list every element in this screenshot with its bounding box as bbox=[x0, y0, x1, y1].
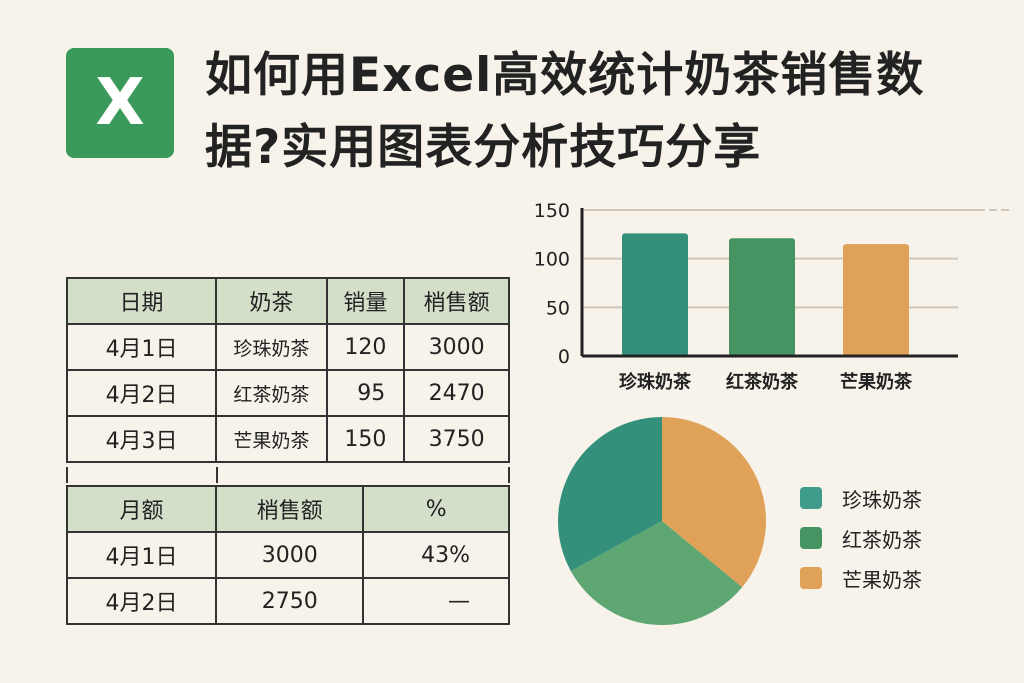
pie-slice bbox=[558, 416, 662, 572]
header-cell: 月额 bbox=[65, 485, 218, 533]
cell: 3000 bbox=[403, 323, 510, 371]
legend-swatch bbox=[800, 527, 822, 549]
page-title: 如何用Excel高效统计奶茶销售数据?实用图表分析技巧分享 bbox=[205, 48, 925, 175]
x-tick-label: 红茶奶茶 bbox=[726, 371, 799, 393]
table-row: 4月3日 芒果奶茶 150 3750 bbox=[65, 415, 510, 463]
pie-slice bbox=[570, 521, 743, 625]
cell: 2750 bbox=[215, 577, 365, 625]
bar bbox=[843, 244, 909, 356]
cell: 4月1日 bbox=[65, 323, 218, 371]
cell: 4月2日 bbox=[65, 369, 218, 417]
header-cell: 奶茶 bbox=[215, 277, 328, 325]
table-row: 4月1日 珍珠奶茶 120 3000 bbox=[65, 323, 510, 371]
pie-legend: 珍珠奶茶 红茶奶茶 芒果奶茶 bbox=[800, 478, 922, 598]
x-tick-label: 芒果奶茶 bbox=[840, 371, 913, 393]
cell: 4月2日 bbox=[65, 577, 218, 625]
table-row: 4月2日 红茶奶茶 95 2470 bbox=[65, 369, 510, 417]
cell: 红茶奶茶 bbox=[215, 369, 328, 417]
cell: 120 bbox=[325, 323, 406, 371]
excel-logo-icon: X bbox=[66, 48, 174, 158]
cell: 2470 bbox=[403, 369, 510, 417]
header-cell: 梢售额 bbox=[403, 277, 510, 325]
bar bbox=[729, 238, 795, 356]
header-cell: % bbox=[362, 485, 510, 533]
y-tick-label: 100 bbox=[534, 249, 570, 271]
cell: 3000 bbox=[215, 531, 365, 579]
sales-table: 日期 奶茶 销量 梢售额 4月1日 珍珠奶茶 120 3000 4月2日 红茶奶… bbox=[65, 277, 510, 463]
table-row: 4月2日 2750 — bbox=[65, 577, 510, 625]
cell: 珍珠奶茶 bbox=[215, 323, 328, 371]
legend-swatch bbox=[800, 567, 822, 589]
legend-item: 红茶奶茶 bbox=[800, 518, 922, 558]
cell: 95 bbox=[325, 369, 406, 417]
cell: 4月3日 bbox=[65, 415, 218, 463]
bar bbox=[622, 233, 688, 356]
cell: 3750 bbox=[403, 415, 510, 463]
legend-item: 珍珠奶茶 bbox=[800, 478, 922, 518]
table-spacer bbox=[66, 467, 510, 483]
cell: 芒果奶茶 bbox=[215, 415, 328, 463]
cell: 4月1日 bbox=[65, 531, 218, 579]
cell: 43% bbox=[362, 531, 510, 579]
y-tick-label: 0 bbox=[558, 346, 570, 368]
legend-swatch bbox=[800, 487, 822, 509]
table-header-row: 月额 梢售额 % bbox=[65, 485, 510, 533]
header-cell: 梢售额 bbox=[215, 485, 365, 533]
header-cell: 日期 bbox=[65, 277, 218, 325]
header-cell: 销量 bbox=[325, 277, 406, 325]
summary-table: 月额 梢售额 % 4月1日 3000 43% 4月2日 2750 — bbox=[65, 485, 510, 625]
table-row: 4月1日 3000 43% bbox=[65, 531, 510, 579]
x-tick-label: 珍珠奶茶 bbox=[619, 371, 692, 393]
legend-item: 芒果奶茶 bbox=[800, 558, 922, 598]
y-tick-label: 50 bbox=[546, 297, 570, 319]
table-header-row: 日期 奶茶 销量 梢售额 bbox=[65, 277, 510, 325]
cell: — bbox=[362, 577, 510, 625]
cell: 150 bbox=[325, 415, 406, 463]
y-tick-label: 150 bbox=[534, 200, 570, 222]
pie-slice bbox=[662, 417, 767, 588]
